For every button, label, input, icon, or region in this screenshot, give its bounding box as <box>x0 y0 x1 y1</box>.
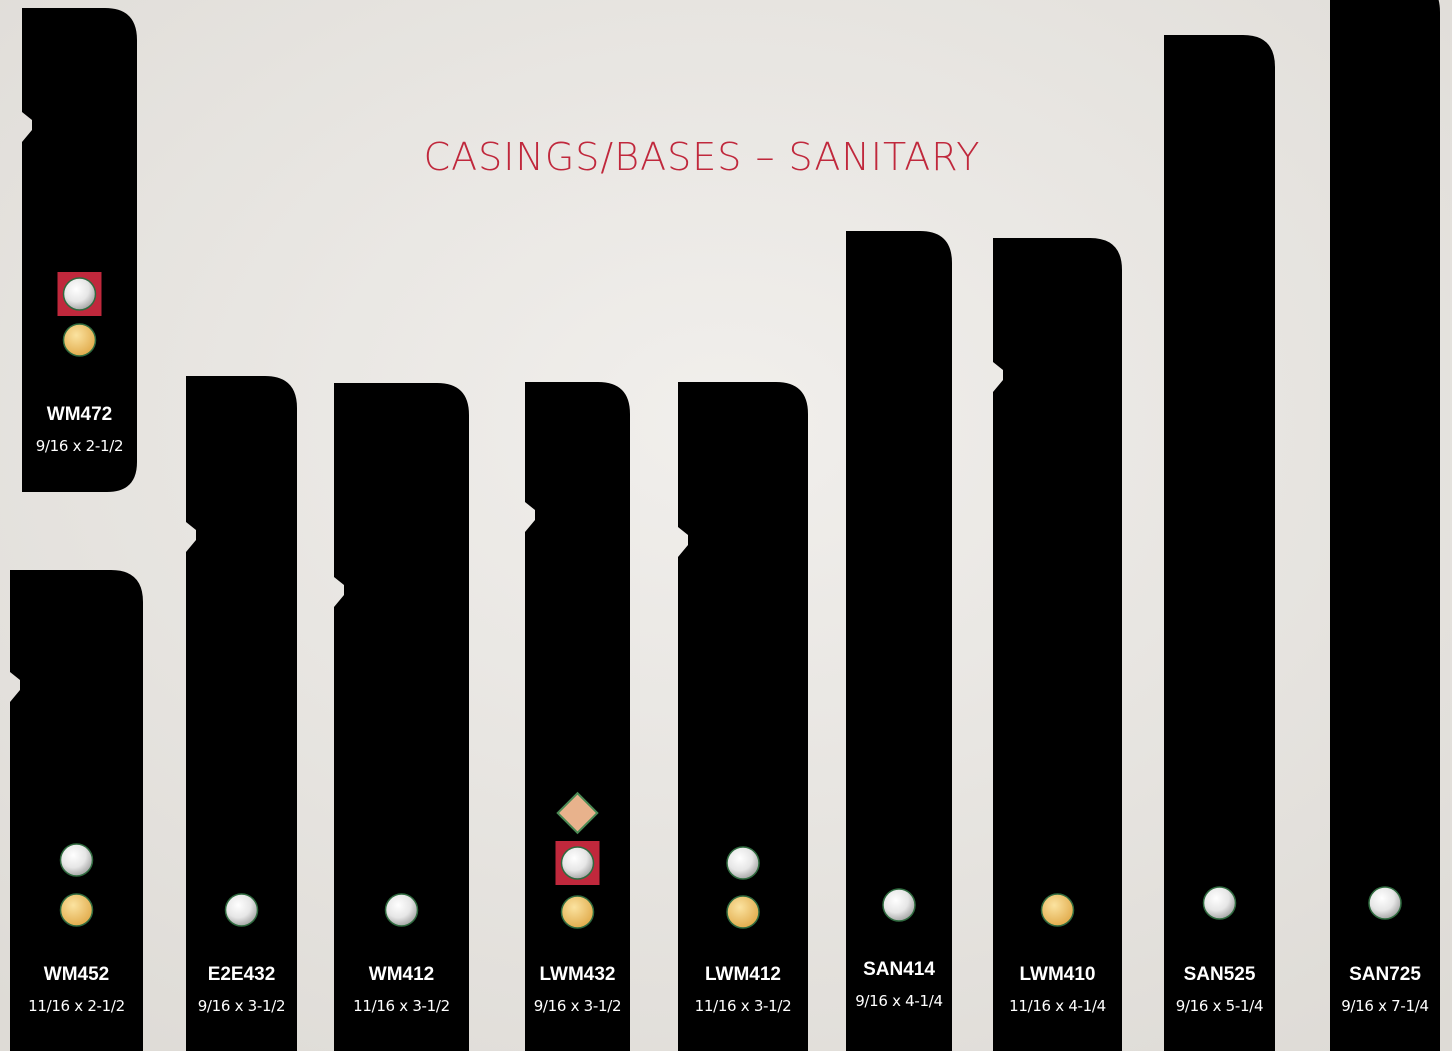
profile-size: 9/16 x 3-1/2 <box>534 997 622 1015</box>
pine-icon <box>59 893 94 927</box>
profile-size: 9/16 x 7-1/4 <box>1341 997 1429 1015</box>
white-icon <box>726 846 760 880</box>
white-icon <box>560 846 595 880</box>
profile-code: WM412 <box>369 964 434 985</box>
white-icon <box>1368 886 1402 920</box>
pine-icon <box>560 895 595 929</box>
profile-shape <box>334 383 469 1051</box>
profile-size: 9/16 x 3-1/2 <box>198 997 286 1015</box>
profile-size: 11/16 x 3-1/2 <box>353 997 450 1015</box>
white-icon <box>1202 886 1237 920</box>
profile-code: SAN414 <box>863 959 935 980</box>
profile-shape <box>1330 0 1440 1051</box>
profile-code: LWM432 <box>539 964 615 985</box>
profile-code: SAN525 <box>1184 964 1256 985</box>
profile-shape <box>22 8 137 492</box>
profile-size: 11/16 x 3-1/2 <box>695 997 792 1015</box>
profile-code: LWM410 <box>1019 964 1095 985</box>
profile-shape <box>10 570 143 1051</box>
white-icon <box>224 893 259 927</box>
page-title: CASINGS/BASES – SANITARY <box>424 135 981 179</box>
profile-size: 11/16 x 2-1/2 <box>28 997 125 1015</box>
pine-icon <box>1040 893 1075 927</box>
profile-code: WM472 <box>47 404 112 425</box>
profile-shape <box>678 382 808 1051</box>
profile-code: SAN725 <box>1349 964 1421 985</box>
profile-shape <box>1164 35 1275 1051</box>
white-icon <box>62 277 97 311</box>
primed-icon <box>556 791 599 835</box>
profile-size: 9/16 x 5-1/4 <box>1176 997 1264 1015</box>
white-icon <box>882 888 916 922</box>
profile-shape <box>525 382 630 1051</box>
profile-shape <box>993 238 1122 1051</box>
white-icon <box>384 893 419 927</box>
profile-shape <box>846 231 952 1051</box>
profile-code: E2E432 <box>208 964 276 985</box>
profile-shape <box>186 376 297 1051</box>
profile-code: WM452 <box>44 964 109 985</box>
profile-code: LWM412 <box>705 964 781 985</box>
pine-icon <box>726 895 760 929</box>
white-icon <box>59 843 94 877</box>
pine-icon <box>62 323 97 357</box>
profile-size: 11/16 x 4-1/4 <box>1009 997 1106 1015</box>
profile-size: 9/16 x 4-1/4 <box>855 992 943 1010</box>
profile-size: 9/16 x 2-1/2 <box>36 437 124 455</box>
